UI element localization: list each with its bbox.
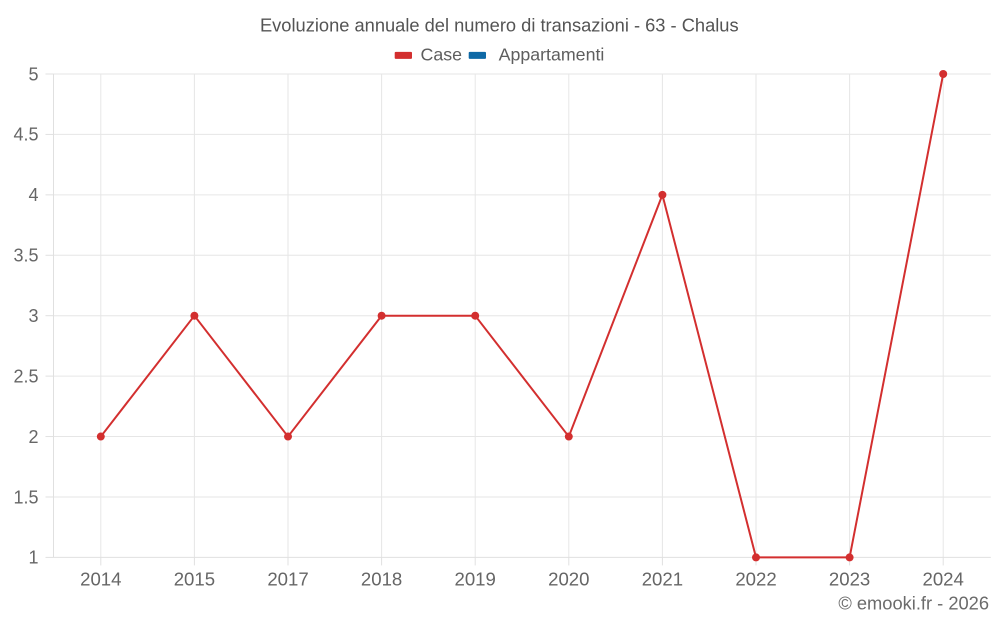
svg-text:2.5: 2.5 [13,366,38,386]
svg-text:© emooki.fr - 2026: © emooki.fr - 2026 [838,593,989,614]
svg-text:2015: 2015 [174,569,215,590]
svg-text:1: 1 [28,548,38,568]
svg-text:2022: 2022 [735,569,776,590]
svg-text:2018: 2018 [361,569,402,590]
svg-text:4: 4 [28,185,38,205]
svg-text:Case: Case [421,45,463,65]
svg-text:3: 3 [28,306,38,326]
svg-text:2021: 2021 [642,569,683,590]
svg-text:2023: 2023 [829,569,870,590]
svg-text:2024: 2024 [923,569,964,590]
svg-text:2019: 2019 [455,569,496,590]
svg-text:5: 5 [28,64,38,84]
svg-text:3.5: 3.5 [13,246,38,266]
svg-text:Evoluzione annuale del numero: Evoluzione annuale del numero di transaz… [260,15,739,36]
svg-text:1.5: 1.5 [13,487,38,507]
svg-text:Appartamenti: Appartamenti [499,45,605,65]
svg-text:4.5: 4.5 [13,125,38,145]
svg-text:2014: 2014 [80,569,121,590]
svg-text:2017: 2017 [267,569,308,590]
svg-text:2020: 2020 [548,569,589,590]
svg-text:2: 2 [28,427,38,447]
